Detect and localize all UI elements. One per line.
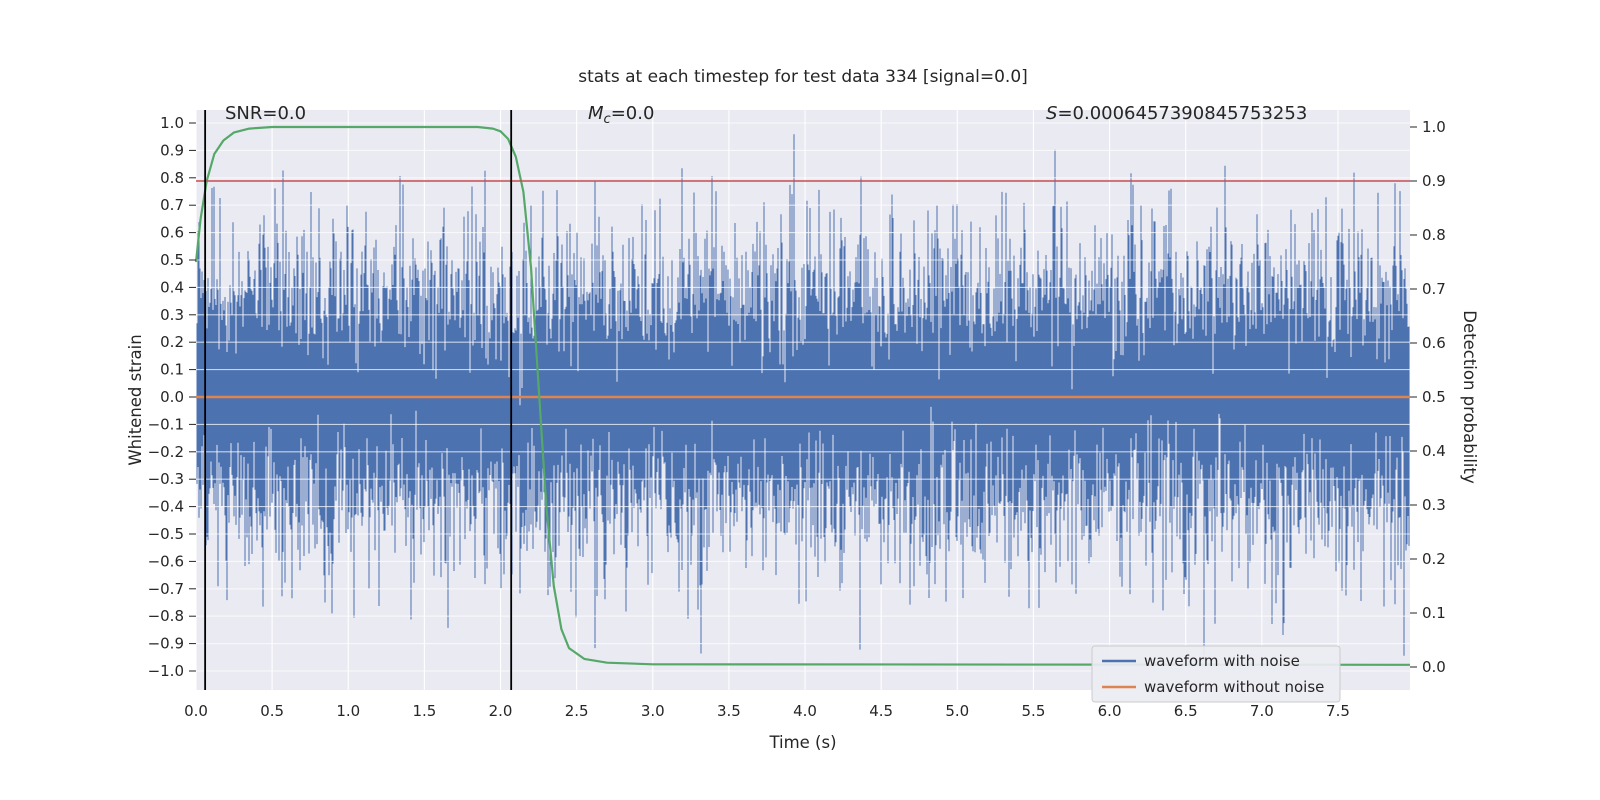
- tick-label-x: 3.5: [717, 702, 741, 720]
- tick-label-left: −0.6: [148, 552, 184, 570]
- tick-label-x: 1.0: [336, 702, 360, 720]
- ylabel-left: Whitened strain: [126, 334, 145, 465]
- tick-label-left: −0.5: [148, 525, 184, 543]
- tick-label-x: 0.0: [184, 702, 208, 720]
- tick-label-right: 0.7: [1422, 280, 1446, 298]
- tick-label-left: 0.2: [160, 333, 184, 351]
- tick-label-right: 0.1: [1422, 604, 1446, 622]
- xlabel: Time (s): [768, 733, 836, 752]
- tick-label-x: 6.0: [1098, 702, 1122, 720]
- tick-label-left: −0.7: [148, 580, 184, 598]
- tick-label-x: 2.5: [565, 702, 589, 720]
- gridlines-horizontal: [196, 122, 1410, 672]
- tick-label-x: 5.5: [1022, 702, 1046, 720]
- tick-label-x: 0.5: [260, 702, 284, 720]
- tick-label-x: 5.0: [945, 702, 969, 720]
- tick-label-x: 3.0: [641, 702, 665, 720]
- tick-label-right: 0.8: [1422, 226, 1446, 244]
- tick-label-right: 0.6: [1422, 334, 1446, 352]
- tick-label-left: −0.2: [148, 443, 184, 461]
- annotation-s-base: S: [1046, 103, 1057, 124]
- legend-label-waveform-with-noise: waveform with noise: [1144, 652, 1300, 670]
- tick-label-left: 0.8: [160, 169, 184, 187]
- chart-title: stats at each timestep for test data 334…: [578, 67, 1028, 87]
- tick-label-right: 0.2: [1422, 550, 1446, 568]
- tick-label-left: 1.0: [160, 114, 184, 132]
- tick-label-left: 0.1: [160, 361, 184, 379]
- ylabel-right: Detection probability: [1460, 310, 1479, 484]
- tick-label-right: 0.5: [1422, 388, 1446, 406]
- tick-label-right: 0.0: [1422, 658, 1446, 676]
- annotation-snr: SNR=0.0: [225, 103, 306, 124]
- legend: waveform with noise waveform without noi…: [1091, 645, 1341, 703]
- tick-label-left: −0.3: [148, 470, 184, 488]
- tick-label-x: 4.0: [793, 702, 817, 720]
- tick-label-left: 0.6: [160, 224, 184, 242]
- tick-label-left: −0.1: [148, 415, 184, 433]
- annotation-mc-rest: =0.0: [611, 103, 655, 124]
- tick-label-right: 0.9: [1422, 172, 1446, 190]
- series-layer: [194, 110, 1411, 690]
- tick-label-x: 7.5: [1326, 702, 1350, 720]
- tick-label-left: −0.9: [148, 635, 184, 653]
- tick-label-x: 2.0: [489, 702, 513, 720]
- tick-label-right: 0.4: [1422, 442, 1446, 460]
- annotation-mc-base: M: [588, 103, 604, 124]
- legend-label-waveform-without-noise: waveform without noise: [1144, 678, 1324, 696]
- annotation-mc: Mc=0.0: [588, 103, 654, 127]
- tick-label-x: 7.0: [1250, 702, 1274, 720]
- legend-box: [1091, 645, 1341, 703]
- annotation-mc-sub: c: [604, 112, 611, 127]
- annotation-s-rest: =0.0006457390845753253: [1057, 103, 1307, 124]
- tick-layer: 1.0 0.9 0.8 0.7 0.6 0.5 0.4 0.3 0.2 0.1 0.0 −0.1 −0.…: [148, 114, 1446, 720]
- tick-label-left: 0.9: [160, 141, 184, 159]
- annotation-s: S=0.0006457390845753253: [1046, 103, 1307, 124]
- tick-label-left: 0.5: [160, 251, 184, 269]
- tick-label-right: 1.0: [1422, 118, 1446, 136]
- tick-label-left: −1.0: [148, 662, 184, 680]
- tick-label-x: 1.5: [412, 702, 436, 720]
- tick-label-left: 0.3: [160, 306, 184, 324]
- tick-label-left: 0.7: [160, 196, 184, 214]
- tick-label-left: −0.4: [148, 498, 184, 516]
- tick-label-right: 0.3: [1422, 496, 1446, 514]
- tick-label-left: 0.0: [160, 388, 184, 406]
- tick-label-x: 4.5: [869, 702, 893, 720]
- tick-label-x: 6.5: [1174, 702, 1198, 720]
- tick-label-left: 0.4: [160, 278, 184, 296]
- tick-label-left: −0.8: [148, 607, 184, 625]
